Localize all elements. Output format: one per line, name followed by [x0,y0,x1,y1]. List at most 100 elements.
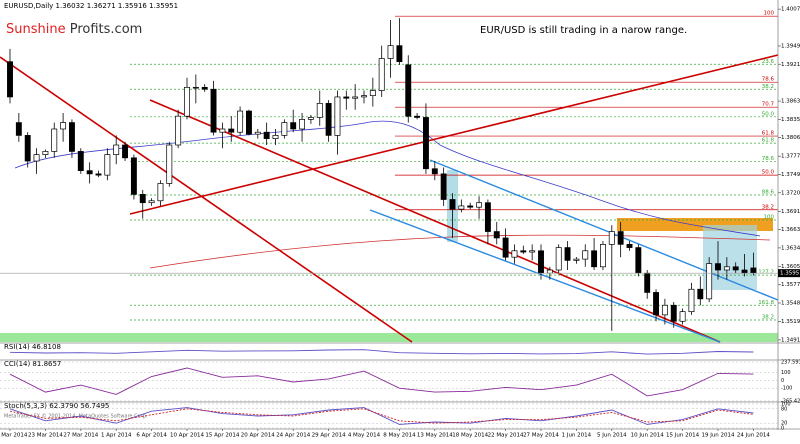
candle-body [122,144,128,159]
x-tick-label: 20 Apr 2014 [241,433,276,439]
candle-body [502,237,509,258]
candle-body [210,88,217,133]
level-label: 61.8 [762,138,775,144]
y-tick-label: 100 [781,370,791,376]
candle-body [750,267,757,274]
candle-body [77,151,84,172]
candle-body [281,122,288,136]
indicator-title: CCI(14) 81.8657 [4,360,61,368]
candle-body [555,247,562,271]
y-tick-label: 1.39210 [781,62,800,68]
x-tick-label: 18 May 2014 [452,433,488,439]
x-tick-label: 4 May 2014 [348,433,381,439]
candle-body [688,288,695,313]
ohlc-low: 1.35916 [118,2,147,10]
x-tick-label: 29 Apr 2014 [312,433,347,439]
candle-body [60,122,67,130]
ohlc-close: 1.35951 [149,2,178,10]
y-tick-label: -265.4297 [781,399,800,405]
candle-body [254,131,261,135]
candle-body [352,96,359,99]
logo-part: Profits.com [70,22,143,37]
moving-average [149,234,771,269]
y-tick-label: 1.35485 [781,301,800,307]
candle-body [697,288,704,300]
y-tick-label: 80 [781,406,787,412]
candle-body [449,199,456,210]
candle-body [679,311,686,322]
candle-body [405,64,412,117]
candle-body [299,119,306,130]
level-label: 78.6 [762,77,775,83]
trend-line [429,159,779,301]
candle-body [440,173,447,200]
logo: Sunshine Profits.com [6,22,142,37]
trend-line [129,54,779,215]
candle-body [529,250,536,253]
indicator-line [9,408,754,424]
y-tick-label: 1.37775 [781,154,800,160]
candle-body [148,200,155,204]
candle-body [653,292,660,316]
level-label: 38.2 [762,84,774,90]
candle-body [599,244,606,268]
candle-body [396,45,403,63]
y-tick-label: 1.36055 [781,264,800,270]
candle-body [732,266,739,271]
y-tick-label: 1.34910 [781,337,800,343]
ohlc-high: 1.36271 [87,2,116,10]
candle-body [573,258,580,261]
x-tick-label: 27 Mar 2014 [63,433,98,439]
candle-body [476,202,483,208]
y-tick-label: 1.37490 [781,172,800,178]
level-label: 38.2 [762,315,774,321]
y-tick-label: 1.38635 [781,99,800,105]
candle-body [378,58,385,91]
level-label: 78.6 [762,156,775,162]
y-tick-label: 1.38350 [781,117,800,123]
candle-body [325,103,332,136]
candle-body [7,61,13,98]
candle-body [582,250,589,260]
candle-body [316,103,323,118]
y-tick-label: 1.37205 [781,190,800,196]
watermark: MetaTrader FX © 2001-2014, MetaQuotes So… [4,413,148,420]
level-label: 70.7 [762,102,775,108]
annotation: EUR/USD is still trading in a narow rang… [480,25,687,36]
candle-body [184,86,190,117]
y-tick-label: 1.40070 [781,7,800,13]
candle-body [617,231,624,245]
candle-body [706,263,713,300]
candle-body [175,115,182,146]
x-tick-label: 13 May 2014 [417,433,453,439]
y-tick-label: 1.39495 [781,43,800,49]
x-tick-label: 19 Jun 2014 [701,433,735,439]
y-tick-label: -100 [781,386,792,392]
candle-body [458,205,465,210]
y-tick-label: 100 [781,402,791,408]
candle-body [237,110,244,133]
candle-body [33,154,40,162]
level-label: 23.6 [762,59,775,65]
candle-body [741,269,748,274]
y-tick-label: 0 [781,378,784,384]
candle-body [661,304,668,316]
x-tick-label: 27 May 2014 [523,433,559,439]
candle-body [201,86,208,90]
candle-body [139,194,146,204]
candle-body [86,170,93,175]
candle-body [493,231,500,239]
candle-body [113,144,120,155]
candle-body [24,135,31,162]
trend-line [0,56,413,343]
trend-line [149,99,721,343]
y-tick-label: 1.35770 [781,282,800,288]
candle-body [192,86,199,89]
candle-body [511,250,518,258]
candle-body [520,250,527,253]
current-price-box [778,269,800,278]
ohlc-open: 1.36032 [56,2,85,10]
candle-body [42,151,49,155]
x-tick-label: 23 Mar 2014 [28,433,63,439]
x-tick-label: 10 Apr 2014 [170,433,205,439]
